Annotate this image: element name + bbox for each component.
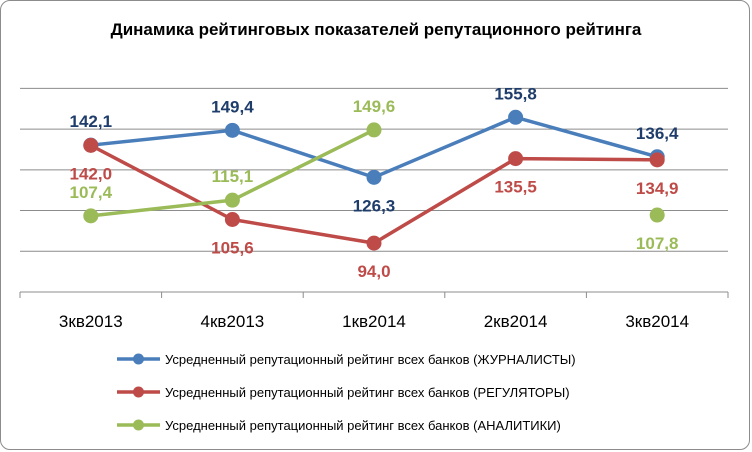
legend: Усредненный репутационный рейтинг всех б…: [117, 352, 576, 433]
data-point: [508, 151, 524, 167]
data-label: 115,1: [212, 167, 254, 186]
legend-marker: [133, 353, 144, 365]
data-label: 107,4: [70, 183, 113, 202]
data-point: [224, 192, 240, 208]
legend-label: Усредненный репутационный рейтинг всех б…: [165, 352, 576, 367]
data-label: 149,6: [353, 97, 396, 116]
series-line: [89, 143, 658, 245]
legend-marker: [133, 419, 144, 431]
legend-label: Усредненный репутационный рейтинг всех б…: [165, 385, 570, 400]
legend-label: Усредненный репутационный рейтинг всех б…: [165, 418, 561, 433]
data-label: 149,4: [211, 97, 254, 116]
chart-title: Динамика рейтинговых показателей репутац…: [111, 20, 642, 39]
data-label: 142,0: [70, 164, 113, 183]
data-label: 136,4: [636, 124, 679, 143]
data-point: [649, 207, 665, 223]
data-label: 107,8: [636, 234, 679, 253]
data-point: [508, 109, 524, 125]
x-tick-label: 2кв2014: [484, 312, 548, 331]
x-axis: 3кв2013 4кв2013 1кв2014 2кв2014 3кв2014: [19, 291, 729, 331]
data-label: 155,8: [494, 84, 537, 103]
x-tick-label: 4кв2013: [201, 312, 265, 331]
data-point: [366, 122, 382, 138]
data-labels: 142,1 149,4 126,3 155,8 136,4 142,0 105,6 94,0 1…: [70, 84, 679, 281]
x-tick-label: 3кв2013: [59, 312, 123, 331]
data-point: [649, 152, 665, 168]
x-tick-label: 3кв2014: [625, 312, 689, 331]
data-point: [366, 235, 382, 251]
data-point: [224, 122, 240, 138]
data-label: 94,0: [357, 262, 390, 281]
data-point: [83, 137, 99, 153]
data-label: 134,9: [636, 179, 679, 198]
data-label: 142,1: [70, 112, 113, 131]
series-markers: [83, 109, 665, 251]
data-label: 135,5: [494, 178, 537, 197]
x-tick-label: 1кв2014: [342, 312, 406, 331]
data-label: 126,3: [353, 196, 396, 215]
data-point: [224, 212, 240, 228]
data-point: [83, 208, 99, 224]
data-label: 105,6: [211, 239, 254, 258]
legend-marker: [133, 386, 144, 398]
data-point: [366, 169, 382, 185]
